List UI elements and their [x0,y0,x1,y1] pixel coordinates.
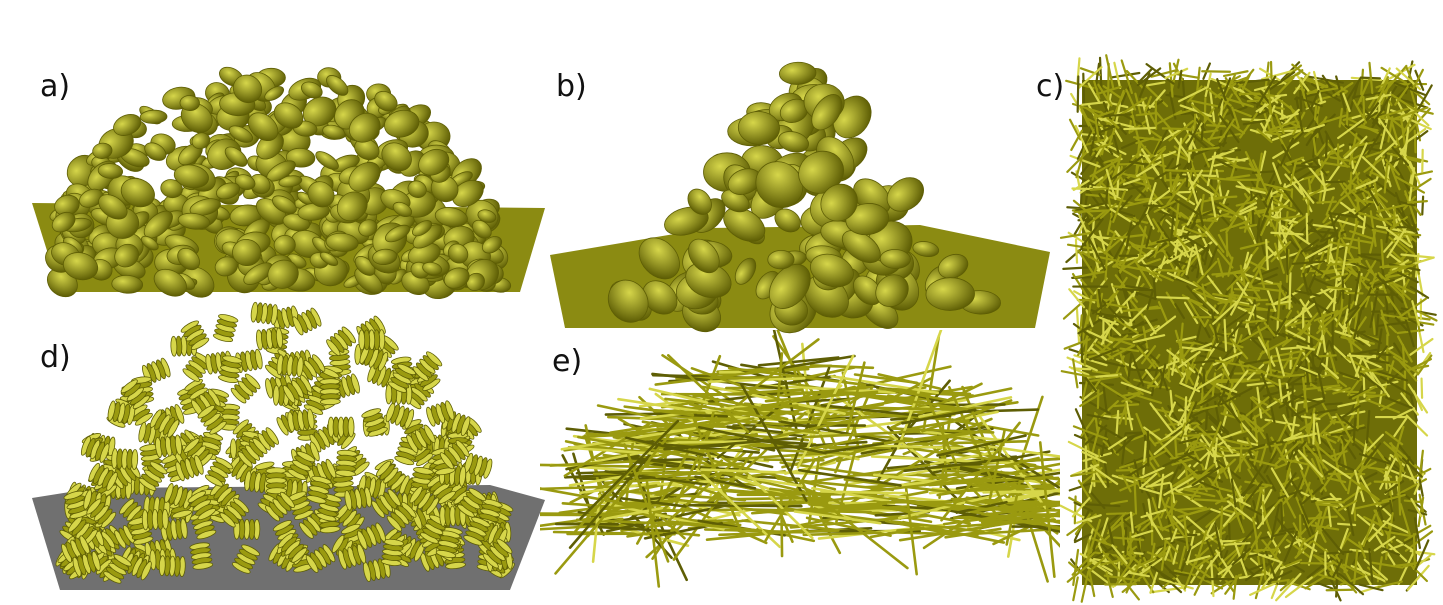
helix-pile-image [32,301,545,590]
panel-d-label: d) [40,340,71,375]
panel-a: a) [0,0,560,305]
panel-b-label: b) [556,69,587,104]
panel-c-label: c) [1036,69,1065,104]
panel-d: d) [0,300,560,605]
rod-pile-image [540,330,1060,588]
panel-e: e) [540,330,1060,605]
panel-b: b) [540,0,1060,335]
panel-a-label: a) [40,69,71,104]
panel-e-label: e) [552,344,583,379]
ellipsoid-pile-image [550,61,1050,334]
disc-pile-image [32,66,545,300]
cross-rod-column-image [1059,54,1438,603]
panel-c: c) [1030,0,1443,605]
